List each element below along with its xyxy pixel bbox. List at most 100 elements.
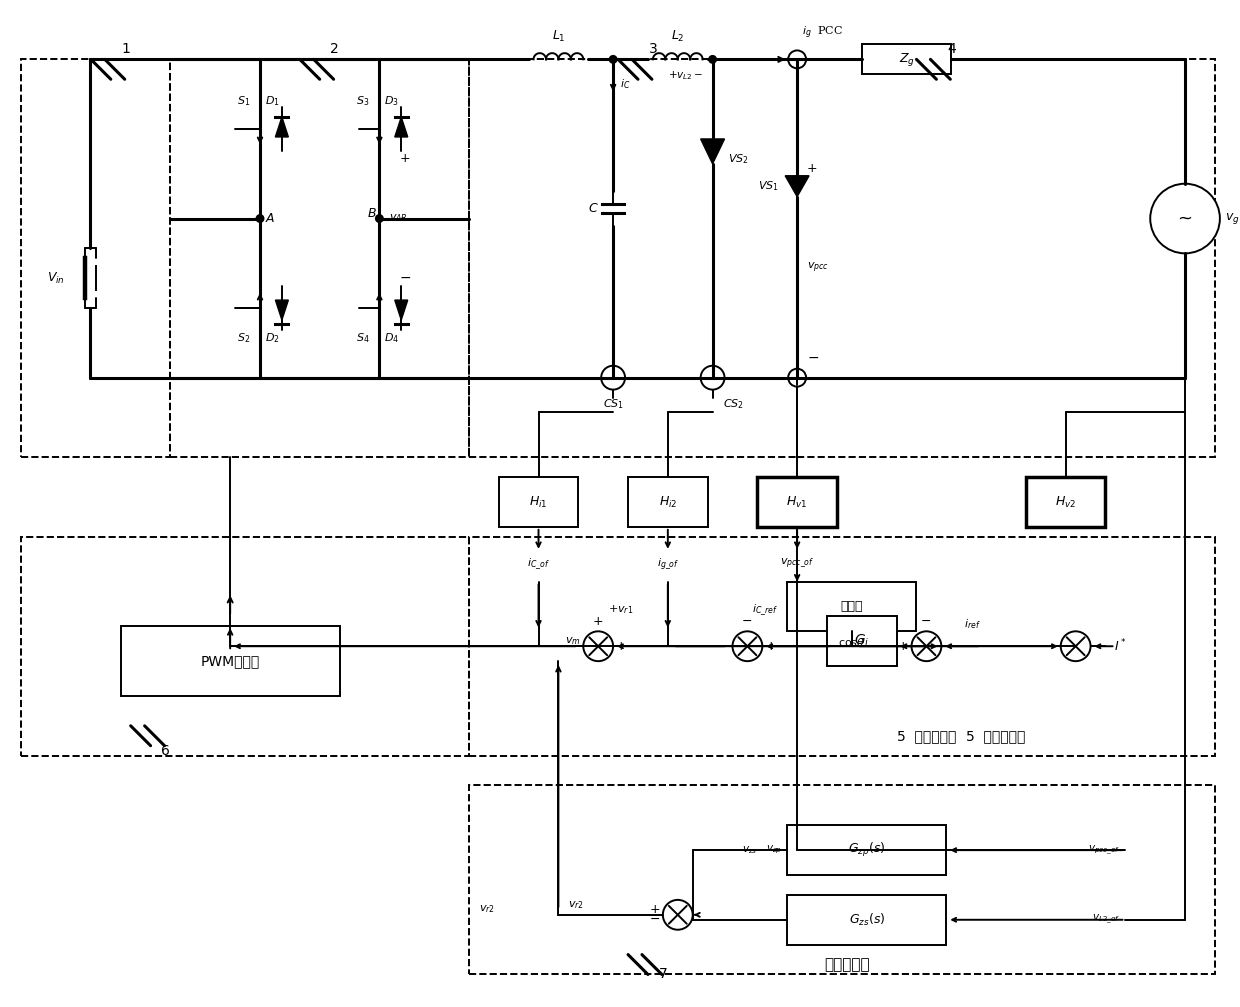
Polygon shape <box>701 139 724 164</box>
Text: $i_{ref}$: $i_{ref}$ <box>965 617 981 631</box>
Text: $v_{pcc\_of}$: $v_{pcc\_of}$ <box>780 557 815 570</box>
Bar <box>469 785 1215 975</box>
Polygon shape <box>394 300 408 320</box>
Text: $H_{v1}$: $H_{v1}$ <box>786 494 807 510</box>
Text: 1: 1 <box>122 42 130 56</box>
Circle shape <box>376 215 383 222</box>
Text: $i_g$  PCC: $i_g$ PCC <box>802 25 843 41</box>
Bar <box>787 895 946 945</box>
Circle shape <box>1060 631 1090 662</box>
Text: $CS_2$: $CS_2$ <box>723 398 744 412</box>
Text: +: + <box>765 639 776 653</box>
Text: −: − <box>921 615 931 628</box>
Circle shape <box>601 366 625 390</box>
Text: cos$\theta$: cos$\theta$ <box>838 636 866 649</box>
Text: +: + <box>898 639 909 653</box>
Text: $S_2$: $S_2$ <box>237 331 250 344</box>
Text: $v_{zs}$: $v_{zs}$ <box>742 844 758 856</box>
Polygon shape <box>394 117 408 137</box>
Text: $+v_{r1}$: $+v_{r1}$ <box>608 603 634 616</box>
Bar <box>797 59 1215 457</box>
Circle shape <box>610 56 616 62</box>
Circle shape <box>257 215 263 222</box>
Text: +: + <box>807 162 817 175</box>
Bar <box>787 826 946 875</box>
Text: +: + <box>399 152 410 165</box>
Bar <box>827 616 897 667</box>
Text: 6: 6 <box>161 744 170 757</box>
Text: $A$: $A$ <box>265 212 275 225</box>
Text: +: + <box>650 903 660 916</box>
Text: $D_4$: $D_4$ <box>384 331 399 344</box>
Text: 锁相环: 锁相环 <box>841 600 863 613</box>
Bar <box>469 59 797 457</box>
Text: +: + <box>616 639 626 653</box>
Text: $D_1$: $D_1$ <box>265 95 280 108</box>
Text: $v_{zp}$: $v_{zp}$ <box>766 844 782 856</box>
Bar <box>21 59 170 457</box>
Circle shape <box>583 631 613 662</box>
Circle shape <box>663 900 693 929</box>
Text: $CS_1$: $CS_1$ <box>603 398 624 412</box>
Text: $v_{pcc}$: $v_{pcc}$ <box>807 261 830 276</box>
Text: 5  电流控制器: 5 电流控制器 <box>897 729 956 743</box>
Text: $VS_1$: $VS_1$ <box>759 179 779 192</box>
Text: $C$: $C$ <box>588 202 598 215</box>
Circle shape <box>1151 183 1220 254</box>
Text: +: + <box>593 615 604 628</box>
Polygon shape <box>275 300 289 320</box>
Text: PWM生成器: PWM生成器 <box>201 655 260 669</box>
Text: 阻抗调节器: 阻抗调节器 <box>825 957 869 972</box>
Text: $I^*$: $I^*$ <box>1115 638 1127 655</box>
Circle shape <box>709 56 715 62</box>
Text: $G_{zp}(s)$: $G_{zp}(s)$ <box>848 841 885 859</box>
Text: 4: 4 <box>947 42 956 56</box>
Circle shape <box>789 50 806 68</box>
Text: $H_{i1}$: $H_{i1}$ <box>529 494 548 510</box>
Bar <box>170 59 469 457</box>
Text: $VS_2$: $VS_2$ <box>728 152 748 166</box>
Bar <box>120 626 340 696</box>
Text: $v_m$: $v_m$ <box>564 635 580 648</box>
Text: $v_{r2}$: $v_{r2}$ <box>479 903 495 914</box>
Bar <box>758 477 837 527</box>
Text: $v_{pcc\_of}$: $v_{pcc\_of}$ <box>1089 844 1121 857</box>
Bar <box>627 477 708 527</box>
Text: $D_2$: $D_2$ <box>265 331 280 344</box>
Text: $i_{C\_of}$: $i_{C\_of}$ <box>527 557 551 572</box>
Text: $G_{zs}(s)$: $G_{zs}(s)$ <box>848 911 885 927</box>
Text: $v_{AB}$: $v_{AB}$ <box>389 212 408 225</box>
Bar <box>498 477 578 527</box>
Text: ~: ~ <box>1178 209 1193 228</box>
Text: $S_3$: $S_3$ <box>356 95 370 108</box>
Text: $S_4$: $S_4$ <box>356 331 370 344</box>
Circle shape <box>733 631 763 662</box>
Text: $H_{v2}$: $H_{v2}$ <box>1055 494 1076 510</box>
Text: $i_{g\_of}$: $i_{g\_of}$ <box>657 557 680 572</box>
Text: −: − <box>399 271 410 285</box>
Text: 5  电流控制器: 5 电流控制器 <box>966 729 1025 743</box>
Text: 2: 2 <box>330 42 339 56</box>
Text: $v_{r2}$: $v_{r2}$ <box>568 899 584 910</box>
Text: 7: 7 <box>658 968 667 982</box>
Text: −: − <box>650 913 660 926</box>
Text: $v_{L2\_of}$: $v_{L2\_of}$ <box>1092 913 1121 926</box>
Circle shape <box>701 366 724 390</box>
Text: −: − <box>743 615 753 628</box>
Bar <box>787 582 916 631</box>
Bar <box>469 537 1215 755</box>
Text: $H_{i2}$: $H_{i2}$ <box>658 494 677 510</box>
Text: $Z_g$: $Z_g$ <box>899 51 915 67</box>
Text: $G_i$: $G_i$ <box>854 633 869 650</box>
Text: $v_g$: $v_g$ <box>1225 211 1240 226</box>
Text: $V_{in}$: $V_{in}$ <box>47 271 64 286</box>
Text: $S_1$: $S_1$ <box>237 95 250 108</box>
Text: $L_2$: $L_2$ <box>671 29 684 44</box>
Bar <box>21 537 469 755</box>
Text: 3: 3 <box>649 42 657 56</box>
Text: $i_C$: $i_C$ <box>620 78 631 92</box>
Bar <box>1025 477 1106 527</box>
Text: $+v_{L2}-$: $+v_{L2}-$ <box>668 69 703 83</box>
Text: $B$: $B$ <box>367 207 377 221</box>
Text: $D_3$: $D_3$ <box>384 95 399 108</box>
